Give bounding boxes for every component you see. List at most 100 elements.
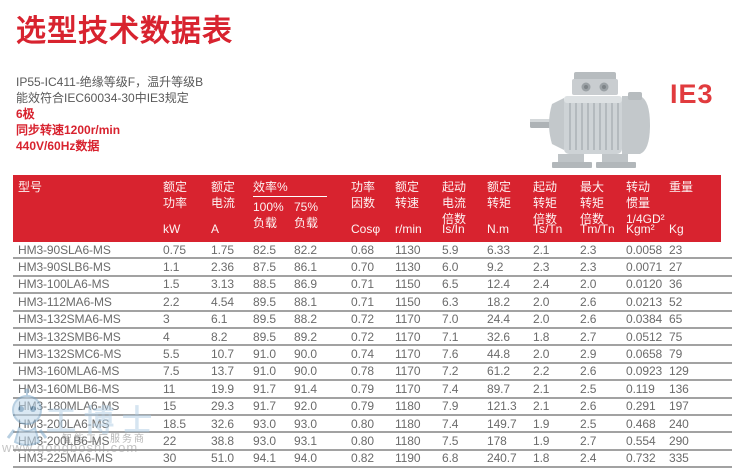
table-row: HM3-180MLA6-MS 15 29.3 91.7 92.0 0.79 1180 7.9 1…	[13, 399, 732, 416]
table-cell: 4.54	[211, 294, 234, 309]
model-cell: HM3-132SMA6-MS	[18, 312, 121, 327]
header-col-7: 额定 转矩 N.m	[487, 175, 533, 239]
table-cell: 1.9	[533, 433, 550, 448]
table-cell: 0.79	[351, 399, 374, 414]
table-cell: 91.0	[253, 347, 276, 362]
table-cell: 0.468	[626, 416, 656, 431]
table-cell: 2.6	[580, 399, 597, 414]
table-cell: 89.5	[253, 329, 276, 344]
header-line: 100%	[253, 200, 284, 214]
table-cell: 15	[163, 399, 177, 414]
header-subcol-75-load: 75% 负载	[294, 199, 351, 231]
table-cell: 1190	[395, 451, 421, 466]
table-cell: 91.4	[294, 381, 317, 396]
table-cell: 2.3	[580, 242, 597, 257]
header-line: 负载	[294, 216, 319, 230]
table-cell: 32.6	[487, 329, 510, 344]
table-cell: 2.1	[533, 242, 550, 257]
table-cell: 18.5	[163, 416, 186, 431]
table-cell: 129	[669, 364, 689, 379]
table-row: HM3-90SLA6-MS 0.75 1.75 82.5 82.2 0.68 1130 5.9…	[13, 242, 732, 260]
header-line: 倍数	[533, 212, 558, 226]
model-cell: HM3-180MLA6-MS	[18, 399, 120, 414]
table-cell: 6.33	[487, 242, 510, 257]
table-cell: 18.2	[487, 294, 510, 309]
table-cell: 87.5	[253, 260, 276, 275]
table-cell: 2.0	[533, 294, 550, 309]
table-cell: 89.2	[294, 329, 317, 344]
model-cell: HM3-160MLA6-MS	[18, 364, 120, 379]
table-cell: 2.0	[533, 312, 550, 327]
table-cell: 2.2	[163, 294, 180, 309]
header-unit: Kgm²	[626, 222, 655, 236]
table-cell: 3	[163, 312, 170, 327]
table-cell: 89.7	[487, 381, 510, 396]
table-cell: 93.1	[294, 433, 317, 448]
table-cell: 1170	[395, 347, 421, 362]
page-title: 选型技术数据表	[16, 15, 233, 48]
table-cell: 6.1	[211, 312, 228, 327]
table-cell: 335	[669, 451, 689, 466]
table-cell: 1180	[395, 399, 421, 414]
table-cell: 0.0512	[626, 329, 663, 344]
table-cell: 61.2	[487, 364, 510, 379]
table-row: HM3-90SLB6-MS 1.1 2.36 87.5 86.1 0.70 1130 6.0 9…	[13, 259, 732, 277]
table-cell: 197	[669, 399, 689, 414]
table-cell: 2.9	[580, 347, 597, 362]
table-cell: 94.1	[253, 451, 276, 466]
table-cell: 3.13	[211, 277, 234, 292]
table-row: HM3-132SMC6-MS 5.5 10.7 91.0 90.0 0.74 1170 7.6…	[13, 346, 732, 364]
table-cell: 0.291	[626, 399, 656, 414]
table-cell: 0.0658	[626, 347, 663, 362]
table-cell: 0.78	[351, 364, 374, 379]
model-cell: HM3-200LA6-MS	[18, 416, 110, 431]
spec-line-sync-speed: 同步转速1200r/min	[16, 123, 121, 137]
table-cell: 86.1	[294, 260, 317, 275]
table-cell: 32.6	[211, 416, 234, 431]
header-unit: r/min	[395, 222, 422, 236]
table-cell: 23	[669, 242, 683, 257]
table-cell: 1130	[395, 242, 421, 257]
header-line: 转速	[395, 196, 420, 210]
header-line: 因数	[351, 196, 376, 210]
table-cell: 2.4	[533, 277, 550, 292]
table-cell: 2.36	[211, 260, 234, 275]
header-unit: Is/In	[442, 222, 465, 236]
table-cell: 121.3	[487, 399, 517, 414]
table-cell: 7.4	[442, 381, 459, 396]
table-cell: 75	[669, 329, 683, 344]
table-cell: 44.8	[487, 347, 510, 362]
header-col-9: 最大 转矩 倍数 Tm/Tn	[580, 175, 626, 239]
motor-illustration	[530, 72, 650, 168]
table-cell: 1150	[395, 294, 421, 309]
table-cell: 1.1	[163, 260, 180, 275]
table-cell: 1150	[395, 277, 421, 292]
table-row: HM3-132SMB6-MS 4 8.2 89.5 89.2 0.72 1170 7.1 32.…	[13, 329, 732, 347]
header-line: 起动	[533, 180, 558, 194]
table-cell: 2.1	[533, 381, 550, 396]
header-unit: Cosφ	[351, 222, 381, 236]
table-cell: 0.71	[351, 294, 374, 309]
table-cell: 1.9	[533, 416, 550, 431]
header-line: 额定	[395, 180, 420, 194]
table-cell: 2.0	[533, 347, 550, 362]
table-cell: 88.5	[253, 277, 276, 292]
table-cell: 30	[163, 451, 177, 466]
table-cell: 1.5	[163, 277, 180, 292]
table-cell: 0.0384	[626, 312, 663, 327]
table-header: 型号 额定 功率 kW 额定 电流 A 效率% 100% 负载 75% 负载 功率 因数 Cosφ 额定 转速 r…	[13, 175, 721, 242]
header-line: 电流	[442, 196, 467, 210]
header-line: 额定	[487, 180, 512, 194]
header-col-1: 额定 功率 kW	[163, 175, 211, 239]
table-cell: 0.0213	[626, 294, 663, 309]
table-cell: 89.5	[253, 312, 276, 327]
table-cell: 1180	[395, 433, 421, 448]
header-col-10: 转动 惯量 1/4GD² Kgm²	[626, 175, 669, 239]
table-cell: 1.8	[533, 451, 550, 466]
table-cell: 7.2	[442, 364, 459, 379]
header-line: 功率	[163, 196, 188, 210]
table-cell: 1130	[395, 260, 421, 275]
header-line: 负载	[253, 216, 278, 230]
table-cell: 0.119	[626, 381, 655, 396]
